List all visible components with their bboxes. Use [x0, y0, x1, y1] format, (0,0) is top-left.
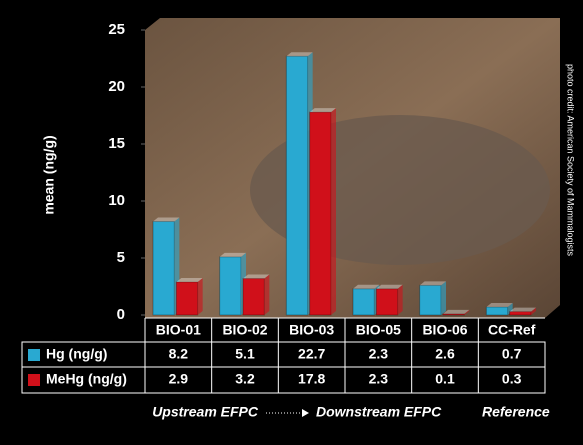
table-value: 2.6 [435, 346, 455, 362]
photo-credit: photo credit: American Society of Mammal… [566, 64, 576, 257]
bar [152, 221, 175, 316]
table-value: 5.1 [235, 346, 255, 362]
bar-top [376, 284, 403, 289]
bar [485, 306, 509, 316]
table-value: 2.9 [169, 371, 189, 387]
x-tick-label: BIO-05 [356, 322, 401, 338]
bar-top [176, 277, 203, 282]
annotation: Downstream EFPC [316, 404, 442, 420]
table-value: 17.8 [298, 371, 325, 387]
bar-side [197, 277, 203, 315]
x-tick-label: BIO-02 [222, 322, 267, 338]
y-axis-label: mean (ng/g) [41, 135, 57, 214]
bar [442, 313, 465, 316]
arrow-head [302, 409, 309, 417]
legend-label: Hg (ng/g) [46, 346, 107, 362]
bar [419, 284, 442, 316]
bar-top [509, 307, 536, 312]
legend-label: MeHg (ng/g) [46, 371, 127, 387]
bar-top [286, 52, 313, 57]
bar [175, 281, 199, 316]
x-tick-label: BIO-03 [289, 322, 334, 338]
bar [219, 256, 242, 316]
bar [285, 55, 309, 316]
bar-top [353, 284, 380, 289]
table-value: 0.3 [502, 371, 522, 387]
bar [509, 311, 532, 316]
bar [375, 288, 399, 316]
legend-swatch [28, 349, 40, 361]
x-tick-label: BIO-06 [422, 322, 467, 338]
bar-top [309, 108, 336, 113]
bar [352, 288, 375, 316]
bar-side [331, 108, 336, 315]
y-tick-label: 15 [108, 135, 125, 152]
bar-top [153, 217, 180, 222]
annotation: Upstream EFPC [152, 404, 259, 420]
y-tick-label: 0 [117, 306, 125, 323]
table-value: 8.2 [169, 346, 189, 362]
y-tick-label: 10 [108, 192, 125, 209]
bar-side [507, 303, 513, 315]
y-tick-label: 25 [108, 21, 125, 38]
legend-swatch [28, 374, 40, 386]
y-tick-label: 5 [117, 249, 125, 266]
x-tick-label: CC-Ref [488, 322, 536, 338]
table-value: 22.7 [298, 346, 325, 362]
bar-side [464, 309, 470, 315]
bar-side [397, 284, 403, 315]
bar [242, 278, 265, 316]
bar-side [264, 274, 270, 315]
bar [309, 111, 332, 316]
bar-top [443, 309, 470, 314]
table-value: 3.2 [235, 371, 255, 387]
table-value: 0.1 [435, 371, 455, 387]
bar-top [243, 274, 270, 279]
bar-side [441, 281, 446, 315]
x-tick-label: BIO-01 [156, 322, 201, 338]
bar-top [219, 252, 246, 257]
annotation: Reference [482, 404, 550, 420]
y-tick-label: 20 [108, 78, 125, 95]
table-value: 2.3 [369, 371, 389, 387]
bar-side [531, 307, 536, 315]
bar-top [486, 303, 513, 308]
table-value: 2.3 [369, 346, 389, 362]
table-value: 0.7 [502, 346, 522, 362]
bar-top [419, 281, 446, 286]
